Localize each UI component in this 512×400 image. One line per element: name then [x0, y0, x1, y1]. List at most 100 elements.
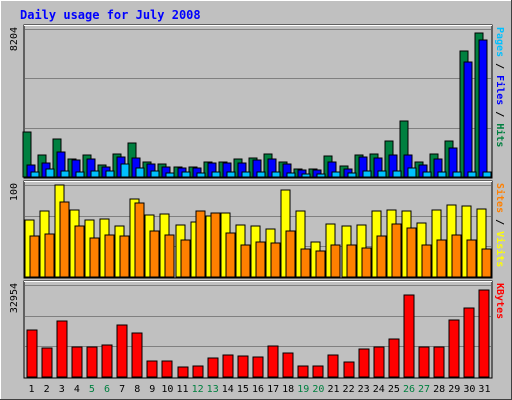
bar-kbytes-14	[222, 354, 234, 378]
bar-files-31	[478, 39, 488, 178]
bar-kbytes-17	[267, 345, 279, 378]
series-label-part: Pages	[494, 27, 505, 57]
bar-sites-23	[361, 247, 372, 278]
x-tick-label: 17	[267, 384, 279, 395]
bar-sites-8	[134, 202, 145, 278]
panel-visits-sites: 100 Sites / Visits	[9, 180, 506, 279]
bar-kbytes-8	[131, 332, 143, 378]
bar-pages-2	[45, 168, 55, 178]
x-tick-label: 9	[149, 384, 155, 395]
bar-kbytes-7	[116, 324, 128, 378]
bar-sites-11	[180, 239, 191, 278]
bar-pages-12	[196, 172, 206, 178]
bar-sites-2	[44, 233, 55, 278]
chart-panels: 8204 Pages / Files / Hits 100 Sites / Visit…	[9, 24, 506, 379]
bar-kbytes-26	[403, 294, 415, 378]
bar-kbytes-6	[101, 344, 113, 378]
bar-sites-10	[164, 234, 175, 278]
x-tick-label: 14	[222, 384, 234, 395]
bar-sites-24	[376, 235, 387, 278]
bar-pages-3	[60, 170, 70, 178]
chart-title: Daily usage for July 2008	[20, 8, 201, 22]
bar-kbytes-27	[418, 346, 430, 378]
bar-kbytes-13	[207, 357, 219, 378]
bar-pages-25	[392, 170, 402, 178]
bar-sites-6	[104, 234, 115, 278]
y-max-label: 100	[9, 183, 20, 201]
bar-pages-29	[452, 171, 462, 178]
series-label-part: Visits	[494, 231, 506, 267]
bar-sites-18	[285, 230, 296, 278]
bar-sites-17	[270, 242, 281, 278]
bar-sites-4	[74, 225, 85, 278]
x-tick-label: 19	[297, 384, 309, 395]
bar-sites-30	[466, 239, 477, 278]
x-tick-label: 27	[418, 384, 430, 395]
bar-pages-19	[301, 173, 311, 178]
x-axis-labels: 1 2 3 4 5 6 7 8 9 10 11 12 13 14 15 16 17 18 19 20 21 22 23 24 2…	[29, 384, 491, 395]
x-tick-label: 20	[312, 384, 324, 395]
bar-kbytes-16	[252, 356, 264, 378]
x-tick-label: 30	[463, 384, 475, 395]
x-tick-label: 15	[237, 384, 249, 395]
bar-sites-19	[300, 248, 311, 278]
x-tick-label: 31	[478, 384, 490, 395]
panel-hits-files-pages: 8204 Pages / Files / Hits	[9, 24, 506, 179]
bar-kbytes-20	[312, 365, 324, 378]
bar-pages-16	[256, 171, 266, 178]
bar-kbytes-30	[463, 307, 475, 378]
bar-pages-26	[407, 167, 417, 178]
series-label: Sites / Visits	[494, 183, 506, 267]
bar-pages-11	[181, 171, 191, 178]
bar-sites-25	[391, 223, 402, 278]
bar-pages-18	[286, 172, 296, 178]
x-tick-label: 25	[388, 384, 400, 395]
y-max-label: 8204	[9, 27, 20, 51]
bar-kbytes-4	[71, 346, 83, 378]
x-tick-label: 26	[403, 384, 415, 395]
bar-pages-14	[226, 171, 236, 178]
bar-pages-4	[75, 171, 85, 178]
bar-kbytes-31	[478, 289, 490, 378]
y-max-label: 32954	[9, 283, 20, 313]
x-tick-label: 3	[59, 384, 65, 395]
bar-kbytes-23	[358, 348, 370, 378]
bar-kbytes-29	[448, 319, 460, 378]
bar-kbytes-28	[433, 346, 445, 378]
bar-pages-21	[331, 171, 341, 178]
series-label-part: /	[494, 105, 505, 123]
x-tick-label: 1	[29, 384, 35, 395]
x-tick-label: 6	[104, 384, 110, 395]
bar-kbytes-11	[177, 366, 189, 378]
series-label-part: /	[494, 57, 505, 75]
bar-kbytes-1	[26, 329, 38, 378]
x-tick-label: 24	[373, 384, 385, 395]
bar-pages-13	[211, 171, 221, 178]
bar-pages-22	[347, 172, 357, 178]
x-tick-label: 13	[207, 384, 219, 395]
x-tick-label: 21	[327, 384, 339, 395]
bar-files-30	[463, 61, 473, 178]
series-label: KBytes	[494, 283, 505, 319]
bar-sites-28	[436, 239, 447, 278]
bar-kbytes-3	[56, 320, 68, 378]
bar-sites-1	[29, 235, 40, 278]
bar-sites-5	[89, 237, 100, 278]
bar-pages-6	[105, 170, 115, 178]
bar-sites-22	[346, 244, 357, 278]
x-tick-label: 8	[134, 384, 140, 395]
series-label-part: Sites	[494, 183, 506, 213]
bar-pages-24	[377, 170, 387, 178]
x-tick-label: 22	[343, 384, 355, 395]
bar-kbytes-12	[192, 365, 204, 378]
bar-sites-31	[481, 248, 492, 278]
bar-pages-7	[120, 163, 130, 178]
x-tick-label: 10	[161, 384, 173, 395]
panel-background	[23, 24, 493, 179]
x-tick-label: 5	[89, 384, 95, 395]
bar-sites-15	[240, 244, 251, 278]
bar-kbytes-9	[146, 360, 158, 378]
x-tick-label: 11	[176, 384, 188, 395]
bar-kbytes-21	[327, 354, 339, 378]
